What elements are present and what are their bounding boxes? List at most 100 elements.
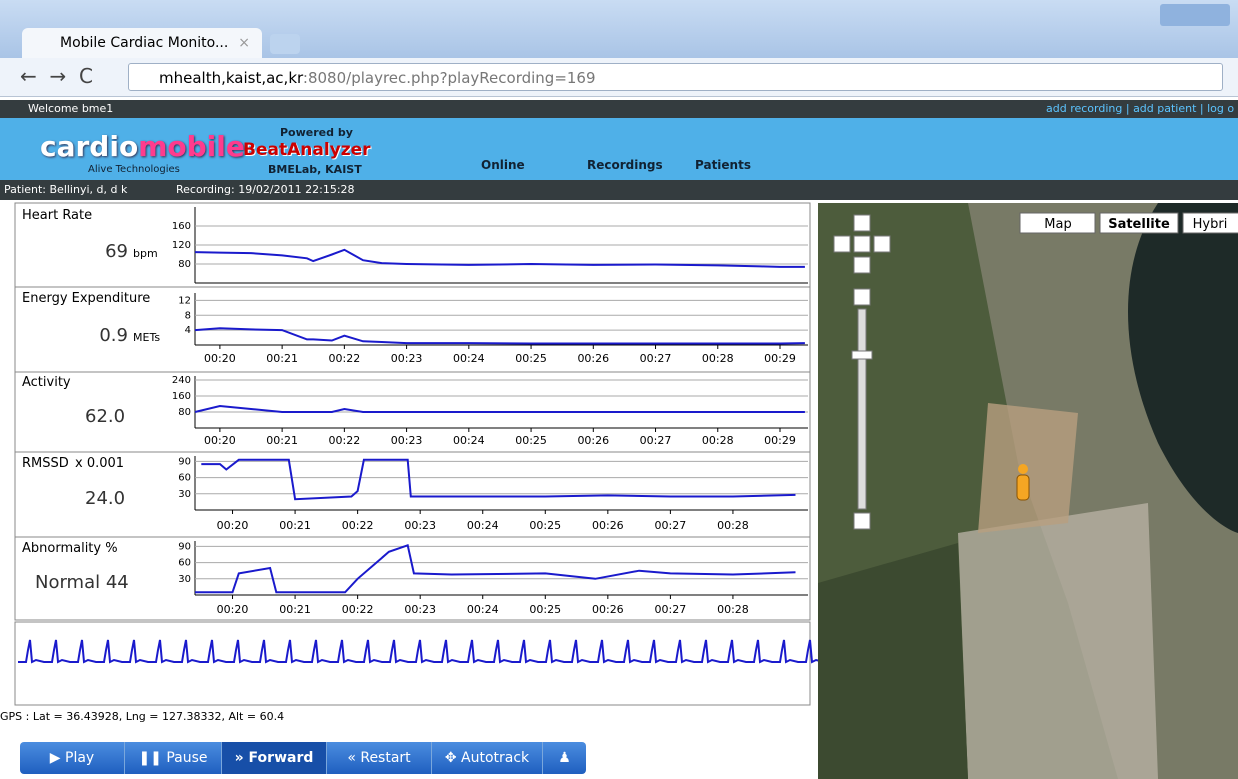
pan-up[interactable]: [853, 214, 871, 232]
x-tick-label: 00:21: [266, 434, 298, 447]
y-tick-label: 160: [172, 391, 191, 402]
data-line: [194, 248, 805, 268]
browser-tab[interactable]: Mobile Cardiac Monito... ×: [22, 28, 262, 58]
zoom-out[interactable]: [853, 512, 871, 530]
link[interactable]: add patient: [1133, 102, 1197, 115]
pause-button[interactable]: ❚❚ Pause: [125, 742, 222, 774]
logo-sub: Alive Technologies: [88, 164, 180, 175]
user-button[interactable]: ♟: [558, 750, 571, 766]
apartments: [958, 503, 1158, 779]
zoom-slider[interactable]: [857, 308, 867, 510]
forest: [818, 543, 968, 779]
x-tick-label: 00:20: [217, 519, 249, 532]
nav-link[interactable]: Patients: [695, 158, 751, 172]
header: cardiomobile Alive Technologies Powered …: [0, 118, 1238, 180]
x-tick-label: 00:20: [217, 603, 249, 616]
map-type[interactable]: [1019, 212, 1096, 234]
x-tick-label: 00:22: [342, 519, 374, 532]
links: add recording | add patient | log o: [1046, 102, 1235, 115]
map-type[interactable]: [1182, 212, 1238, 234]
brand: BeatAnalyzer: [243, 140, 371, 160]
river: [1128, 203, 1238, 533]
panel-title: Abnormality %: [22, 541, 118, 556]
map-type-label: Map: [1044, 217, 1071, 232]
pan-center[interactable]: [853, 235, 871, 253]
url-path: :8080/playrec.php?playRecording=169: [302, 69, 596, 87]
map-type-label: Satellite: [1108, 217, 1170, 232]
x-tick-label: 00:25: [515, 434, 547, 447]
y-tick-label: 30: [178, 574, 191, 585]
person-marker: [1016, 464, 1030, 501]
x-tick-label: 00:22: [342, 603, 374, 616]
x-tick-label: 00:22: [329, 434, 361, 447]
y-tick-label: 80: [178, 259, 191, 270]
label: Forward: [248, 750, 314, 766]
x-tick-label: 00:25: [529, 603, 561, 616]
x-tick-label: 00:22: [329, 352, 361, 365]
x-tick-label: 00:28: [702, 352, 734, 365]
y-tick-label: 120: [172, 240, 191, 251]
y-tick-label: 60: [178, 558, 191, 569]
control-bar: ▶ Play ❚❚ Pause » Forward « Restart ✥ Au…: [20, 742, 586, 774]
tab-close[interactable]: ×: [238, 35, 250, 51]
x-tick-label: 00:25: [529, 519, 561, 532]
map-type[interactable]: [1099, 212, 1179, 234]
data-line: [194, 404, 805, 413]
x-tick-label: 00:27: [655, 603, 687, 616]
patient-bar: Patient: Bellinyi, d, d k Recording: 19/…: [0, 180, 1238, 200]
x-tick-label: 00:24: [453, 434, 485, 447]
autotrack-button[interactable]: ✥ Autotrack: [432, 742, 543, 774]
panel-title: Energy Expenditure: [22, 291, 150, 306]
x-tick-label: 00:21: [279, 519, 311, 532]
top-bar: Welcome bme1 add recording | add patient…: [0, 100, 1238, 118]
nav-buttons[interactable]: ← → C: [20, 64, 93, 88]
reading-unit: METs: [133, 331, 160, 344]
pan-left[interactable]: [833, 235, 851, 253]
x-tick-label: 00:29: [764, 352, 796, 365]
nav-link[interactable]: Online: [481, 158, 525, 172]
x-tick-label: 00:21: [279, 603, 311, 616]
pan-right[interactable]: [873, 235, 891, 253]
window-controls[interactable]: [1160, 4, 1230, 26]
play-button[interactable]: ▶ Play: [20, 742, 125, 774]
gps: GPS : Lat = 36.43928, Lng = 127.38332, A…: [0, 710, 285, 723]
reading: 24.0: [85, 488, 125, 509]
link[interactable]: log o: [1207, 102, 1235, 115]
tab-title: Mobile Cardiac Monito...: [60, 35, 229, 51]
data-line: [194, 327, 805, 345]
ecg-trace: [18, 639, 818, 664]
x-tick-label: 00:28: [702, 434, 734, 447]
x-tick-label: 00:26: [592, 603, 624, 616]
label: Play: [65, 750, 95, 766]
x-tick-label: 00:26: [577, 352, 609, 365]
y-tick-label: 8: [185, 310, 191, 321]
x-tick-label: 00:27: [640, 434, 672, 447]
new-tab[interactable]: [270, 34, 300, 54]
label: Restart: [360, 750, 411, 766]
welcome: Welcome bme1: [28, 102, 114, 115]
map-type-label: Hybri: [1193, 217, 1228, 232]
logo-b: mobile: [138, 130, 245, 163]
pan-down[interactable]: [853, 256, 871, 274]
y-tick-label: 4: [185, 325, 191, 336]
x-tick-label: 00:20: [204, 352, 236, 365]
zoom-thumb[interactable]: [851, 350, 873, 360]
url-field[interactable]: mhealth,kaist,ac,kr:8080/playrec.php?pla…: [128, 63, 1223, 91]
x-tick-label: 00:29: [764, 434, 796, 447]
zoom-in[interactable]: [853, 288, 871, 306]
x-tick-label: 00:26: [577, 434, 609, 447]
forward-button[interactable]: » Forward: [222, 742, 327, 774]
nav-link[interactable]: Recordings: [587, 158, 663, 172]
panel-title: Activity: [22, 375, 71, 390]
reading: 69: [105, 241, 128, 262]
logo: cardiomobile: [40, 130, 245, 163]
restart-button[interactable]: « Restart: [327, 742, 432, 774]
y-tick-label: 160: [172, 221, 191, 232]
x-tick-label: 00:23: [391, 434, 423, 447]
x-tick-label: 00:23: [404, 603, 436, 616]
map-controls: [833, 214, 891, 530]
link[interactable]: add recording: [1046, 102, 1123, 115]
tab-bar: Mobile Cardiac Monito... ×: [0, 0, 1238, 58]
scale-note: x 0.001: [75, 456, 124, 471]
